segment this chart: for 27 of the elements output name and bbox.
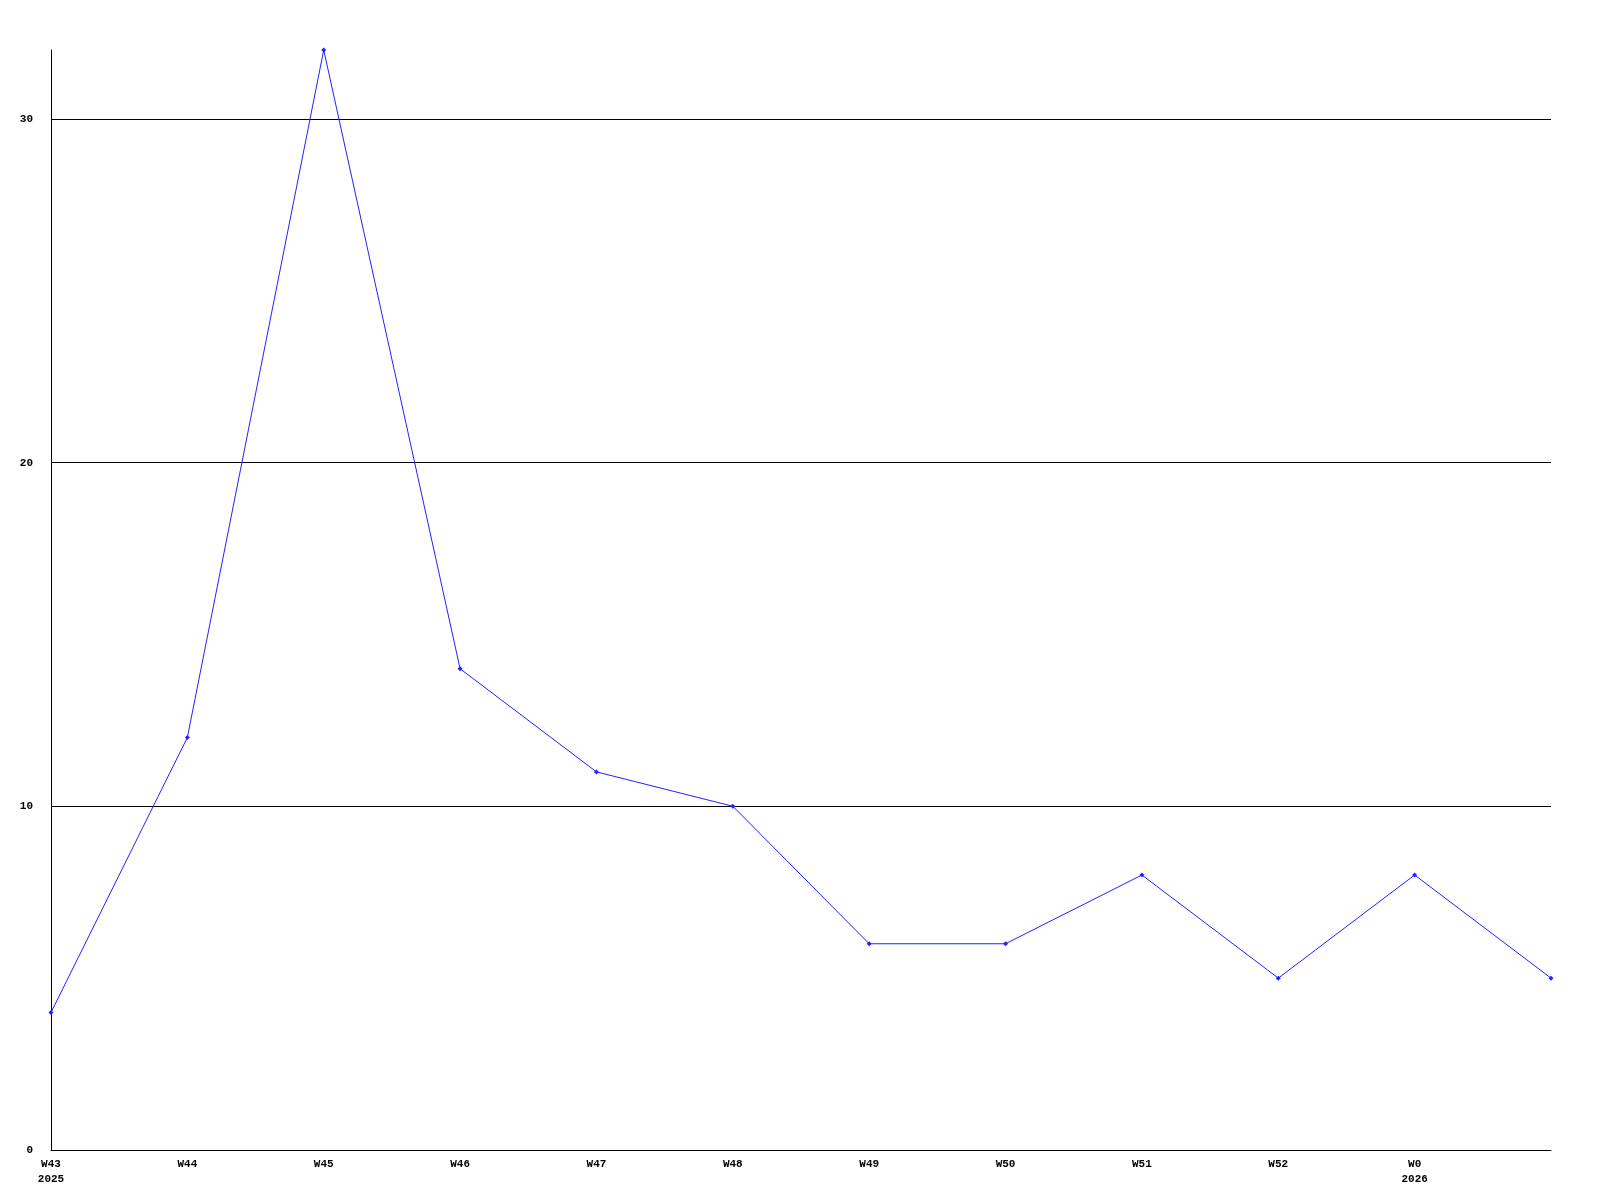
x-tick-label: W49 — [859, 1157, 880, 1170]
y-tick-label: 30 — [19, 112, 33, 125]
x-tick-label: W52 — [1268, 1157, 1289, 1170]
x-tick-label: W43 2025 — [37, 1157, 65, 1185]
point — [730, 803, 736, 809]
y-tick-label: 0 — [26, 1144, 33, 1156]
x-tick-label: W0 2026 — [1401, 1157, 1428, 1185]
x-tick-label: W50 — [995, 1157, 1016, 1170]
point — [1412, 872, 1418, 878]
point — [457, 666, 463, 672]
x-tick-label: W48 — [722, 1157, 744, 1170]
point — [48, 1010, 54, 1015]
point — [593, 769, 599, 775]
x-tick-label: W47 — [586, 1157, 607, 1170]
x-tick-label: W46 — [450, 1157, 470, 1170]
point — [1139, 872, 1145, 878]
point — [321, 47, 327, 53]
point — [1003, 941, 1009, 947]
point — [184, 735, 190, 740]
y-tick-label: 10 — [19, 800, 33, 813]
y-tick-label: 20 — [19, 456, 33, 469]
x-tick-label: W51 — [1132, 1157, 1153, 1170]
point — [866, 941, 872, 947]
x-tick-label: W45 — [313, 1157, 335, 1170]
x-tick-label: W44 — [177, 1157, 198, 1170]
point — [1275, 975, 1281, 981]
point — [1548, 975, 1554, 981]
